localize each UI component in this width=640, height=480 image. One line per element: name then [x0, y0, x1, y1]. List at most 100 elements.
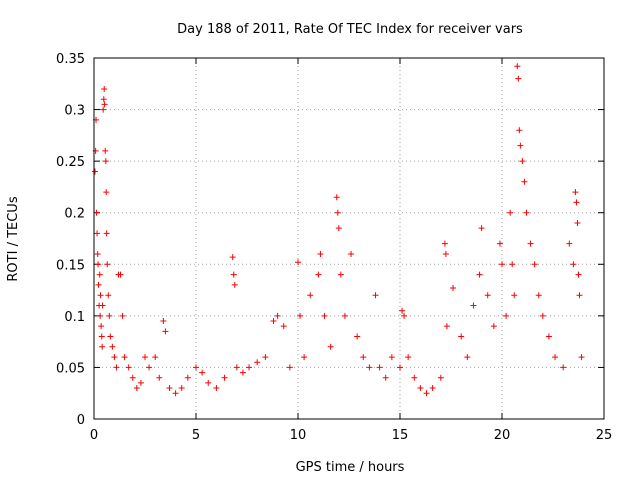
data-point: [102, 147, 109, 154]
x-tick-label: 25: [596, 428, 613, 443]
data-point: [231, 281, 238, 288]
data-point: [470, 302, 477, 309]
data-point: [360, 354, 367, 361]
data-point: [295, 259, 301, 266]
data-point: [552, 354, 559, 361]
data-point: [337, 271, 344, 278]
data-point: [103, 189, 110, 196]
data-point: [137, 379, 144, 386]
data-point: [490, 323, 497, 330]
data-point: [254, 359, 261, 366]
data-point: [94, 250, 101, 257]
data-point: [348, 250, 355, 257]
data-point: [341, 312, 348, 319]
y-tick-label: 0: [77, 413, 85, 428]
data-point: [184, 374, 191, 381]
data-point: [96, 271, 103, 278]
data-point: [92, 168, 99, 175]
data-point: [101, 101, 108, 108]
data-point: [160, 318, 167, 325]
data-point: [262, 354, 269, 361]
data-point: [99, 302, 106, 309]
data-point: [205, 379, 212, 386]
x-tick-label: 10: [290, 428, 307, 443]
data-point: [297, 312, 304, 319]
data-point: [574, 220, 581, 227]
x-tick-label: 20: [494, 428, 511, 443]
data-point: [97, 312, 104, 319]
data-point: [354, 333, 361, 340]
data-point: [476, 271, 483, 278]
data-point: [499, 261, 505, 268]
axis-ticks: 0 5 10 15 20 25 0 0.05 0.1 0.15 0.2 0.25 0.3 0.35: [56, 52, 612, 443]
data-point: [572, 189, 579, 196]
data-point: [478, 225, 485, 232]
data-point: [107, 333, 114, 340]
data-point: [97, 292, 104, 299]
data-point: [507, 209, 514, 216]
data-point: [517, 142, 524, 149]
data-point: [233, 364, 240, 371]
y-tick-label: 0.05: [56, 361, 85, 376]
data-point: [405, 354, 412, 361]
data-point: [397, 364, 403, 371]
data-point: [484, 292, 491, 299]
data-point: [531, 261, 538, 268]
data-point: [423, 390, 430, 397]
data-point: [327, 343, 334, 350]
data-point: [566, 240, 573, 247]
data-point: [576, 292, 583, 299]
data-point: [274, 312, 281, 319]
data-point: [458, 333, 465, 340]
data-point: [229, 254, 236, 261]
data-point: [388, 354, 395, 361]
x-tick-label: 5: [192, 428, 200, 443]
data-point: [307, 292, 314, 299]
data-point: [146, 364, 153, 371]
data-point: [443, 323, 450, 330]
data-point: [213, 385, 220, 392]
y-tick-label: 0.1: [64, 310, 85, 325]
data-point: [560, 364, 567, 371]
x-tick-label: 15: [392, 428, 409, 443]
data-point: [119, 312, 126, 319]
data-point: [152, 354, 159, 361]
data-point: [103, 230, 110, 237]
data-point: [573, 199, 580, 206]
data-point: [442, 250, 449, 257]
data-point: [166, 385, 173, 392]
data-point: [193, 364, 199, 371]
data-point: [125, 364, 132, 371]
data-point: [301, 354, 308, 361]
data-point: [95, 281, 102, 288]
data-point: [515, 75, 522, 82]
data-point: [511, 292, 518, 299]
data-point: [270, 318, 277, 325]
data-point: [372, 292, 379, 299]
data-point: [178, 385, 185, 392]
grid: [94, 58, 604, 419]
data-point: [246, 364, 253, 371]
data-point: [545, 333, 552, 340]
data-point: [527, 240, 534, 247]
data-point: [230, 271, 237, 278]
data-point: [335, 225, 342, 232]
data-point: [117, 271, 124, 278]
data-point: [172, 390, 179, 397]
data-point: [109, 343, 116, 350]
data-point: [286, 364, 293, 371]
data-point: [575, 271, 582, 278]
data-point: [94, 230, 101, 237]
data-point: [464, 354, 471, 361]
data-point: [100, 96, 107, 103]
data-point: [376, 364, 383, 371]
y-tick-label: 0.3: [64, 104, 85, 119]
data-point: [521, 178, 528, 185]
data-point: [496, 240, 503, 247]
data-point: [539, 312, 546, 319]
y-tick-label: 0.2: [64, 207, 85, 222]
data-point: [450, 285, 457, 292]
y-tick-label: 0.15: [56, 258, 85, 273]
data-point: [104, 261, 111, 268]
